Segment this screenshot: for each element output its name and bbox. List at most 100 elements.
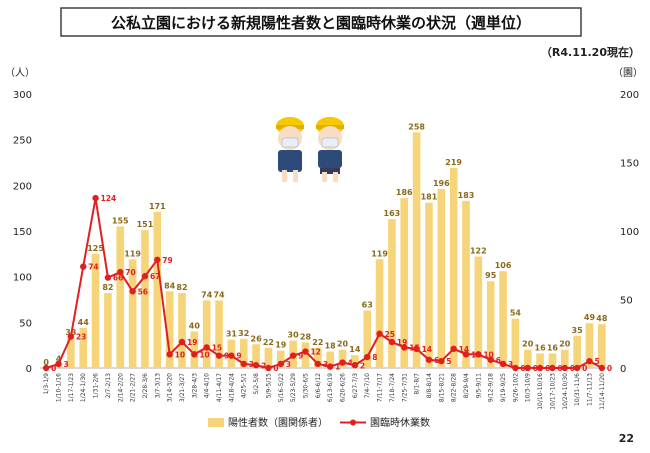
line-value-label: 8 <box>372 353 377 362</box>
bar <box>215 300 223 368</box>
line-point <box>364 353 371 361</box>
x-tick-label: 4/4-4/10 <box>204 373 211 398</box>
x-tick-label: 5/9-5/15 <box>265 373 272 398</box>
x-tick-label: 1/3-1/9 <box>43 373 50 395</box>
bar-value-label: 20 <box>559 340 571 349</box>
line-value-label: 0 <box>545 364 550 373</box>
x-tick-label: 6/13-6/19 <box>327 373 334 402</box>
left-tick-label: 300 <box>13 90 32 101</box>
x-tick-label: 10/31-11/6 <box>574 373 581 406</box>
bar <box>239 338 248 368</box>
line-value-label: 5 <box>594 357 599 366</box>
bar <box>573 336 581 368</box>
title-box <box>60 7 582 37</box>
left-tick-label: 250 <box>13 136 32 147</box>
x-tick-label: 8/15-8/21 <box>438 373 445 402</box>
line-point <box>55 360 62 368</box>
x-tick-label: 7/25-7/31 <box>401 373 408 402</box>
legend-bar-label: 陽性者数（園関係者） <box>228 416 328 429</box>
bar-value-label: 18 <box>325 342 337 351</box>
bar-value-label: 106 <box>495 261 512 270</box>
bar-value-label: 16 <box>535 343 547 352</box>
line-point <box>499 360 507 368</box>
bar-value-label: 84 <box>164 281 176 290</box>
bar-value-label: 30 <box>288 331 300 340</box>
bar <box>313 347 322 368</box>
bar <box>363 310 372 368</box>
bar <box>523 349 532 368</box>
bar <box>449 167 458 368</box>
bar-value-label: 22 <box>263 338 274 347</box>
right-tick-label: 100 <box>620 227 639 238</box>
line-point <box>339 359 346 366</box>
line-value-label: 6 <box>496 356 501 365</box>
x-tick-label: 10/10-10/16 <box>537 373 544 410</box>
bar-value-label: 151 <box>137 220 154 229</box>
left-tick-label: 0 <box>26 364 32 375</box>
x-tick-label: 3/28-4/3 <box>191 373 198 398</box>
bar-value-label: 219 <box>445 158 462 167</box>
bar <box>597 324 606 368</box>
line-value-label: 79 <box>162 256 172 265</box>
line-value-label: 9 <box>236 352 241 361</box>
line-point <box>191 351 198 358</box>
x-tick-label: 2/21-2/27 <box>130 373 137 402</box>
x-tick-label: 9/19-9/25 <box>500 373 507 402</box>
x-tick-label: 1/24-1/30 <box>80 373 87 402</box>
bar-value-label: 4 <box>56 354 62 363</box>
x-tick-label: 2/7-2/13 <box>105 373 112 398</box>
bar-value-label: 28 <box>300 332 312 341</box>
line-value-label: 15 <box>212 343 222 352</box>
bar-value-label: 19 <box>275 341 287 350</box>
line-value-label: 19 <box>187 338 197 347</box>
line-value-label: 9 <box>224 352 229 361</box>
line-point <box>438 357 445 365</box>
line-point <box>401 344 408 351</box>
bar <box>165 291 174 368</box>
x-tick-label: 1/10-1/16 <box>56 373 63 402</box>
left-tick-label: 150 <box>13 227 32 238</box>
line-value-label: 25 <box>385 330 395 339</box>
line-value-label: 0 <box>582 364 587 373</box>
bar-value-label: 125 <box>87 244 104 253</box>
x-tick-label: 6/6-6/12 <box>315 373 322 398</box>
line-point <box>104 274 112 281</box>
line-point <box>215 352 223 359</box>
line-point <box>302 348 309 355</box>
x-tick-label: 11/7-11/13 <box>586 373 593 406</box>
line-value-label: 56 <box>138 287 148 296</box>
bar-value-label: 14 <box>349 345 361 354</box>
x-tick-label: 5/2-5/8 <box>253 373 260 395</box>
line-value-label: 0 <box>273 364 278 373</box>
bar <box>276 350 285 368</box>
bar <box>388 219 396 368</box>
legend-line-label: 園臨時休業数 <box>370 416 430 429</box>
bar-value-label: 35 <box>572 326 584 335</box>
line-value-label: 15 <box>409 343 419 352</box>
line-point <box>314 360 322 368</box>
x-tick-label: 10/17-10/23 <box>549 373 556 410</box>
bar-value-label: 0 <box>43 358 49 367</box>
right-axis-unit: （園） <box>613 67 643 79</box>
bar-value-label: 63 <box>362 300 373 309</box>
line-value-label: 6 <box>434 356 439 365</box>
line-point <box>598 364 606 372</box>
bar <box>351 355 359 368</box>
x-tick-label: 5/30-6/5 <box>302 373 309 398</box>
bar-value-label: 119 <box>124 249 141 258</box>
bar-value-label: 258 <box>408 122 425 131</box>
x-tick-label: 8/22-8/28 <box>451 373 458 402</box>
bar-value-label: 49 <box>584 313 596 322</box>
line-point <box>252 362 260 369</box>
bar-value-label: 44 <box>78 318 90 327</box>
x-tick-label: 6/20-6/26 <box>340 373 347 402</box>
line-value-label: 10 <box>175 350 185 359</box>
bar-value-label: 82 <box>102 283 113 292</box>
line-point <box>80 263 87 270</box>
bar-value-label: 181 <box>421 193 438 202</box>
bar <box>202 300 211 368</box>
x-tick-label: 2/14-2/20 <box>117 373 124 402</box>
line-point <box>42 364 50 372</box>
